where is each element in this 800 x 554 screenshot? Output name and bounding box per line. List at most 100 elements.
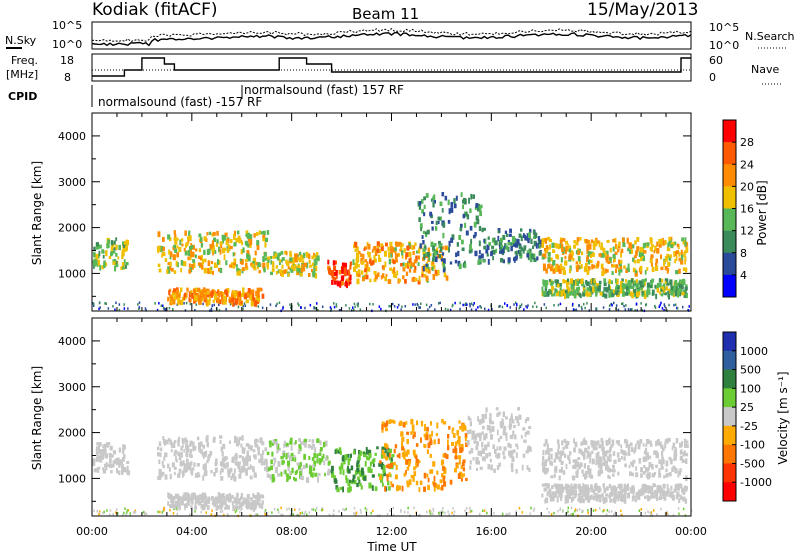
power-band-8-cell (569, 265, 572, 272)
power-band-7-cell (518, 233, 522, 238)
power-band-6-cell (465, 230, 469, 236)
power-band-6-cell (476, 219, 480, 225)
velocity-band-5-cell (419, 480, 423, 486)
velocity-band-5-cell (458, 455, 462, 460)
power-noise-cell (519, 304, 521, 308)
velocity-band-7-cell (606, 456, 610, 462)
velocity-band-2-cell (217, 497, 220, 502)
velocity-band-7-cell (640, 467, 643, 473)
velocity-band-1-cell (185, 466, 188, 473)
power-band-4-cell (333, 266, 336, 271)
power-band-2-cell (237, 294, 239, 300)
power-band-6-cell (450, 237, 454, 243)
power-band-8-cell (669, 239, 672, 244)
velocity-band-5-cell (402, 422, 406, 428)
velocity-band-3-cell (295, 469, 299, 474)
power-band-6-cell (434, 256, 438, 263)
velocity-band-2-cell (203, 493, 206, 498)
velocity-band-4-cell (378, 462, 381, 467)
velocity-band-6-cell (515, 416, 519, 420)
velocity-band-3-cell (325, 457, 328, 461)
power-band-6-cell (464, 222, 467, 228)
power-band-5-cell (402, 267, 406, 272)
power-band-8-cell (596, 240, 600, 244)
power-band-5-cell (418, 275, 421, 282)
velocity-band-8-cell (570, 490, 573, 496)
velocity-band-7-cell (617, 471, 620, 476)
power-band-5-cell (360, 253, 362, 258)
velocity-noise-cell (321, 507, 324, 510)
power-colorbar-tick-label: 4 (740, 269, 747, 282)
power-noise-cell (359, 308, 362, 311)
velocity-band-1-cell (193, 445, 197, 451)
velocity-band-1-cell (198, 443, 201, 450)
velocity-band-2-cell (174, 493, 178, 499)
power-band-5-cell (369, 278, 372, 283)
velocity-band-3-cell (290, 437, 293, 443)
velocity-band-4-cell (370, 484, 373, 489)
power-band-2-cell (214, 295, 217, 301)
power-noise-cell (416, 302, 418, 306)
power-noise-cell (242, 307, 244, 311)
velocity-band-2-cell (227, 505, 230, 510)
power-band-8-cell (544, 238, 548, 244)
velocity-band-0-cell (109, 463, 112, 469)
power-band-1-cell (262, 236, 265, 242)
velocity-band-8-cell (601, 493, 604, 498)
power-noise-cell (654, 306, 657, 309)
velocity-band-2-cell (225, 504, 228, 510)
velocity-band-6-cell (521, 464, 524, 471)
power-band-1-cell (244, 240, 249, 245)
power-band-6-cell (429, 211, 433, 217)
velocity-band-1-cell (170, 448, 173, 453)
power-band-3-cell (278, 252, 281, 256)
velocity-band-1-cell (199, 441, 203, 447)
velocity-band-5-cell (413, 466, 416, 471)
power-noise-cell (631, 308, 633, 311)
velocity-band-1-cell (181, 444, 184, 448)
power-band-5-cell (384, 276, 388, 282)
power-band-8-cell (628, 249, 632, 254)
power-noise-cell (470, 302, 473, 305)
power-band-9-cell (667, 290, 670, 295)
velocity-noise-cell (413, 506, 415, 510)
power-band-6-cell (479, 258, 482, 263)
velocity-noise-cell (666, 510, 668, 514)
velocity-band-5-cell (405, 459, 409, 465)
velocity-band-8-cell (609, 498, 613, 503)
power-band-7-cell (513, 256, 517, 260)
power-band-8-cell (626, 237, 629, 244)
power-band-8-cell (654, 245, 657, 252)
power-band-5-cell (352, 259, 355, 265)
power-band-9-cell (598, 280, 602, 285)
velocity-band-7-cell (674, 448, 678, 455)
power-band-1-cell (200, 262, 203, 267)
power-band-6-cell (435, 250, 439, 255)
power-band-5-cell (366, 261, 369, 267)
velocity-band-7-cell (577, 461, 580, 466)
power-band-6-cell (475, 215, 479, 221)
power-band-2-cell (238, 291, 241, 297)
velocity-band-7-cell (550, 461, 554, 466)
power-band-5-cell (404, 263, 407, 269)
velocity-band-8-cell (620, 497, 624, 502)
power-band-3-cell (294, 264, 297, 269)
velocity-noise-cell (466, 507, 468, 510)
velocity-band-6-cell (517, 422, 520, 426)
velocity-band-7-cell (627, 444, 631, 449)
velocity-noise-cell (298, 508, 301, 511)
velocity-band-7-cell (668, 437, 671, 442)
power-band-8-cell (557, 244, 560, 250)
velocity-band-7-cell (635, 466, 638, 471)
velocity-band-7-cell (621, 456, 623, 460)
velocity-noise-cell (426, 510, 428, 514)
velocity-band-8-cell (581, 498, 585, 502)
power-band-5-cell (430, 261, 434, 266)
velocity-band-3-cell (290, 445, 293, 451)
velocity-noise-cell (235, 509, 238, 512)
velocity-band-8-cell (557, 489, 561, 494)
power-band-1-cell (233, 230, 236, 237)
velocity-band-7-cell (664, 439, 668, 443)
velocity-colorbar-tick-label: 100 (740, 382, 761, 395)
velocity-band-8-cell (644, 495, 646, 499)
